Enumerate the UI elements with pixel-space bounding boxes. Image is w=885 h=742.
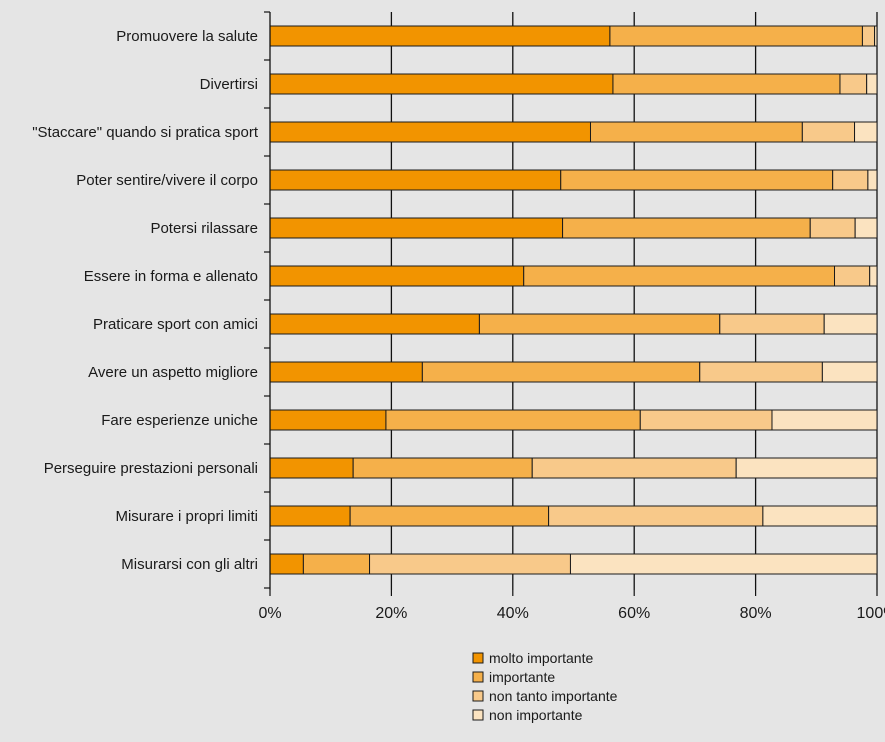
bar-segment-2 [612,73,841,95]
category-label: "Staccare" quando si pratica sport [32,124,259,141]
legend-swatch [472,709,484,721]
category-label: Potersi rilassare [150,220,258,237]
bar-segment-2 [609,25,863,47]
bar-segment-4 [854,121,878,143]
category-label: Essere in forma e allenato [84,268,258,285]
bar-segment-1 [269,73,614,95]
category-label: Fare esperienze uniche [101,412,258,429]
legend-label: molto importante [489,650,593,666]
x-tick-label: 60% [618,605,650,622]
bar-segment-2 [421,361,701,383]
bar-segment-3 [531,457,737,479]
x-tick-label: 80% [740,605,772,622]
bar-segment-2 [589,121,803,143]
x-tick-label: 40% [497,605,529,622]
bar-segment-1 [269,217,564,239]
bar-segment-1 [269,121,591,143]
category-label: Perseguire prestazioni personali [44,460,258,477]
category-label: Misurare i propri limiti [115,508,258,525]
x-axis: 0% 20% 40% 60% 80% 100% [258,590,885,622]
bar-segment-3 [369,553,571,575]
category-label: Misurarsi con gli altri [121,556,258,573]
bar-segment-3 [809,217,856,239]
bar-segment-2 [562,217,811,239]
bar-segment-2 [385,409,641,431]
bar-segment-3 [719,313,825,335]
bar-segment-2 [352,457,533,479]
bar-segment-4 [735,457,878,479]
y-axis: Promuovere la salute Divertirsi "Staccare"… [32,11,271,590]
category-label: Promuovere la salute [116,28,258,45]
bar-segment-4 [874,25,878,47]
grid-lines [390,12,878,590]
bar-segment-1 [269,169,562,191]
bar-segment-2 [302,553,371,575]
category-label: Poter sentire/vivere il corpo [76,172,258,189]
bar-segment-1 [269,553,304,575]
bar-segment-1 [269,457,354,479]
bar-segment-3 [834,265,871,287]
bar-segment-3 [548,505,764,527]
legend: molto importante importante non tanto impo… [472,650,618,723]
bar-segment-2 [523,265,836,287]
bar-segment-3 [639,409,773,431]
legend-swatch [472,652,484,664]
bar-segment-4 [866,73,878,95]
bar-segment-3 [801,121,856,143]
bar-segment-4 [821,361,878,383]
bar-segment-1 [269,505,351,527]
bar-segment-4 [823,313,878,335]
category-label: Avere un aspetto migliore [88,364,258,381]
bar-segment-1 [269,409,387,431]
bar-segment-2 [349,505,550,527]
bar-segment-2 [478,313,721,335]
bar-segment-3 [832,169,869,191]
bar-segment-2 [560,169,834,191]
bar-segment-4 [854,217,878,239]
bar-segment-1 [269,361,423,383]
bar-segment-3 [699,361,823,383]
x-tick-label: 0% [258,605,281,622]
bar-segment-4 [762,505,878,527]
x-tick-label: 100% [857,605,885,622]
legend-swatch [472,671,484,683]
category-label: Praticare sport con amici [93,316,258,333]
bar-segment-4 [869,265,878,287]
legend-label: non tanto importante [489,688,618,704]
bars-group [269,25,878,575]
bar-segment-4 [569,553,878,575]
legend-swatch [472,690,484,702]
bar-segment-1 [269,265,525,287]
bar-segment-1 [269,313,480,335]
bar-segment-1 [269,25,611,47]
bar-segment-3 [839,73,868,95]
bar-segment-3 [861,25,876,47]
legend-label: importante [489,669,555,685]
bar-segment-4 [771,409,878,431]
x-tick-label: 20% [375,605,407,622]
bar-segment-4 [867,169,878,191]
category-label: Divertirsi [200,76,258,93]
legend-label: non importante [489,707,583,723]
